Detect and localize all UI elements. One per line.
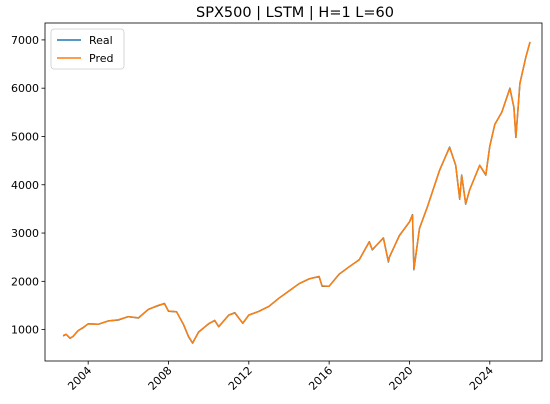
y-tick-label: 5000 <box>11 130 39 143</box>
legend-box <box>50 28 125 70</box>
axes-frame <box>44 22 543 362</box>
x-tick-label: 2012 <box>226 364 255 393</box>
y-tick-label: 4000 <box>11 179 39 192</box>
y-tick-label: 6000 <box>11 82 39 95</box>
axis-ticks: 1000 2000 3000 4000 5000 6000 7000 2004 2008 2012… <box>11 34 496 393</box>
legend-label-pred: Pred <box>89 52 113 65</box>
series-line-pred <box>62 41 531 344</box>
y-tick-label: 7000 <box>11 34 39 47</box>
chart-title: SPX500 | LSTM | H=1 L=60 <box>196 5 394 21</box>
y-tick-label: 3000 <box>11 227 39 240</box>
y-tick-label: 1000 <box>11 324 39 337</box>
x-tick-label: 2020 <box>387 364 416 393</box>
legend: Real Pred <box>50 28 125 70</box>
x-tick-label: 2008 <box>146 364 175 393</box>
x-tick-label: 2024 <box>467 364 496 393</box>
y-tick-label: 2000 <box>11 275 39 288</box>
x-tick-label: 2016 <box>306 364 335 393</box>
legend-label-real: Real <box>89 34 113 47</box>
x-tick-label: 2004 <box>65 364 94 393</box>
plot-area <box>62 41 531 344</box>
